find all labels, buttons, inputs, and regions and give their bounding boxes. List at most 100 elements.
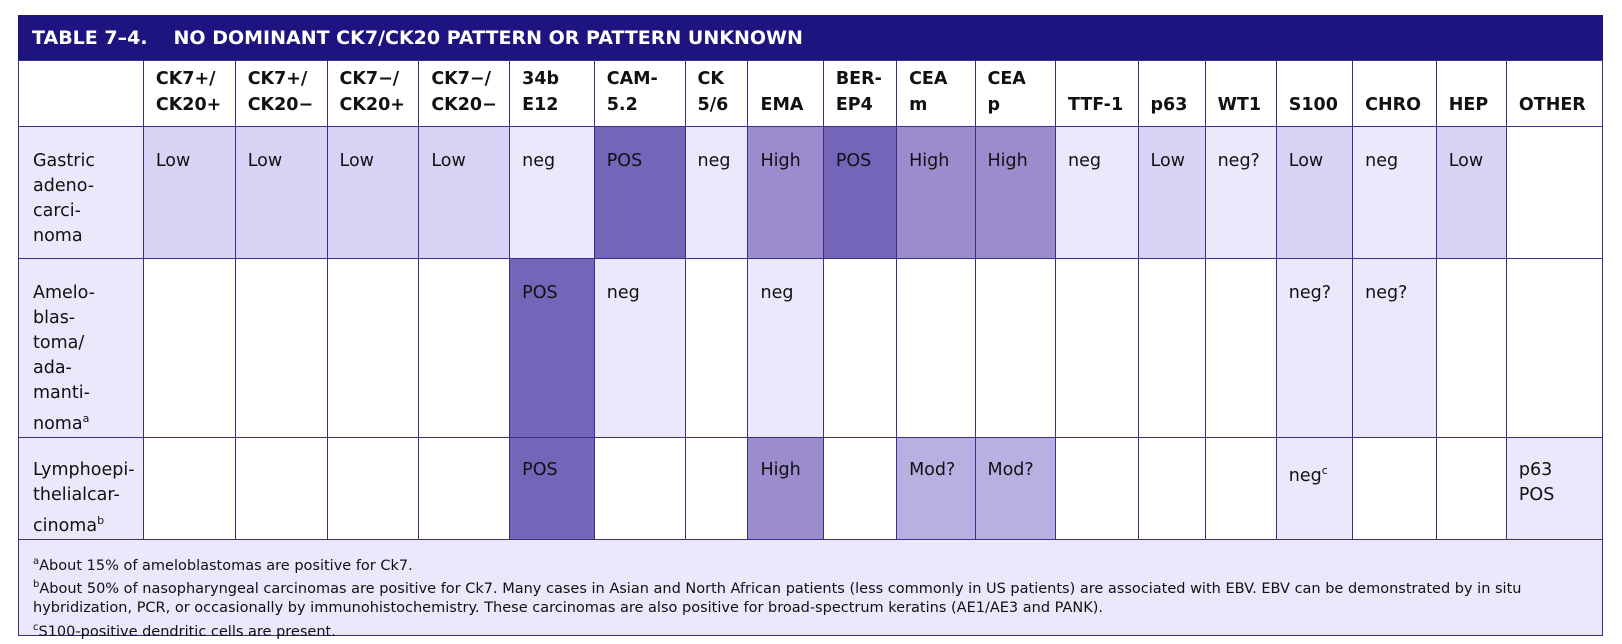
table-cell: neg? xyxy=(1275,258,1354,438)
table-cell: POS xyxy=(509,258,595,438)
table-cell: neg xyxy=(509,126,595,259)
table-cell xyxy=(418,436,511,540)
table-cell: Mod? xyxy=(974,436,1056,540)
marker-table: CK7+/ CK20+ CK7+/ CK20− CK7−/ CK20+ CK7−/ C… xyxy=(18,60,1604,540)
table-cell xyxy=(1505,258,1604,438)
row-header: Gastric adeno- carci- noma xyxy=(18,126,144,259)
table-cell xyxy=(822,436,898,540)
table-cell: POS xyxy=(509,436,595,540)
column-header: p63 xyxy=(1137,60,1206,127)
table-cell: High xyxy=(896,126,976,259)
table-cell: Low xyxy=(1435,126,1507,259)
footnote-marker: a xyxy=(33,555,40,567)
column-header: CEA p xyxy=(974,60,1056,127)
table-cell xyxy=(1352,436,1437,540)
table-cell: Low xyxy=(326,126,420,259)
table-cell xyxy=(418,258,511,438)
column-header: BER- EP4 xyxy=(822,60,898,127)
column-header: WT1 xyxy=(1204,60,1277,127)
header-blank xyxy=(18,60,144,127)
table-cell xyxy=(896,258,976,438)
table-cell: Low xyxy=(234,126,328,259)
table-cell: neg xyxy=(747,258,824,438)
table-cell: High xyxy=(747,126,824,259)
footnote-marker: c xyxy=(33,622,39,634)
table-cell xyxy=(1137,436,1206,540)
column-header: OTHER xyxy=(1505,60,1604,127)
table-title: NO DOMINANT CK7/CK20 PATTERN OR PATTERN … xyxy=(173,26,803,49)
footnote-marker: a xyxy=(82,412,90,425)
table-cell: neg? xyxy=(1204,126,1277,259)
table-cell xyxy=(326,258,420,438)
table-cell: Low xyxy=(142,126,236,259)
table-cell: POS xyxy=(593,126,686,259)
footnotes: aAbout 15% of ameloblastomas are positiv… xyxy=(18,539,1603,640)
table-cell xyxy=(1204,258,1277,438)
table-cell: Low xyxy=(1275,126,1354,259)
table-cell xyxy=(684,258,749,438)
column-header: CAM- 5.2 xyxy=(593,60,686,127)
column-header: CK 5/6 xyxy=(684,60,749,127)
table-cell: negc xyxy=(1275,436,1354,540)
table-cell xyxy=(142,258,236,438)
table-cell: High xyxy=(974,126,1056,259)
column-header: HEP xyxy=(1435,60,1507,127)
footnote-text: S100-positive dendritic cells are presen… xyxy=(38,624,336,641)
table-cell: Low xyxy=(418,126,511,259)
table-cell xyxy=(142,436,236,540)
footnote-text: About 50% of nasopharyngeal carcinomas a… xyxy=(33,581,1522,617)
column-header: EMA xyxy=(747,60,824,127)
table-cell: High xyxy=(747,436,824,540)
table-number: TABLE 7–4. xyxy=(32,26,148,49)
table-cell: Mod? xyxy=(896,436,976,540)
table-cell: POS xyxy=(822,126,898,259)
column-header: CK7−/ CK20+ xyxy=(326,60,420,127)
row-header-label: Lymphoepi- thelialcar- cinoma xyxy=(33,459,135,536)
table-title-bar: TABLE 7–4. NO DOMINANT CK7/CK20 PATTERN … xyxy=(18,15,1603,60)
table-cell: neg xyxy=(1054,126,1139,259)
footnote-marker: c xyxy=(1321,463,1328,477)
column-header: S100 xyxy=(1275,60,1354,127)
table-cell xyxy=(593,436,686,540)
table-cell xyxy=(1054,258,1139,438)
footnote-text: About 15% of ameloblastomas are positive… xyxy=(39,557,413,574)
table-cell xyxy=(974,258,1056,438)
table-body: Gastric adeno- carci- noma Low Low Low Low ne… xyxy=(18,126,1604,540)
table-cell xyxy=(1435,258,1507,438)
table-cell xyxy=(326,436,420,540)
table-cell xyxy=(1505,126,1604,259)
row-header: Lymphoepi- thelialcar- cinomab xyxy=(18,436,144,540)
table-cell: neg xyxy=(684,126,749,259)
column-header: 34b E12 xyxy=(509,60,595,127)
table-cell xyxy=(234,436,328,540)
column-header: CK7−/ CK20− xyxy=(418,60,511,127)
footnote-marker: b xyxy=(97,513,105,527)
footnote-marker: b xyxy=(33,579,40,591)
row-header-label: Amelo- blas- toma/ ada- manti- noma xyxy=(33,283,95,434)
header-row: CK7+/ CK20+ CK7+/ CK20− CK7−/ CK20+ CK7−/ C… xyxy=(18,60,1604,127)
table-row: Gastric adeno- carci- noma Low Low Low Low ne… xyxy=(18,126,1604,259)
table-cell: p63 POS xyxy=(1505,436,1604,540)
table-cell: Low xyxy=(1137,126,1206,259)
row-header-label: Gastric adeno- carci- noma xyxy=(33,151,95,246)
column-header: CK7+/ CK20+ xyxy=(142,60,236,127)
table-row: Lymphoepi- thelialcar- cinomab POS High Mod… xyxy=(18,436,1604,540)
table-cell: neg? xyxy=(1352,258,1437,438)
table-cell xyxy=(1435,436,1507,540)
table-cell xyxy=(822,258,898,438)
table-cell xyxy=(234,258,328,438)
column-header: TTF-1 xyxy=(1054,60,1139,127)
column-header: CHRO xyxy=(1352,60,1437,127)
column-header: CK7+/ CK20− xyxy=(234,60,328,127)
table-cell xyxy=(1204,436,1277,540)
table-cell xyxy=(684,436,749,540)
footnote: aAbout 15% of ameloblastomas are positiv… xyxy=(33,552,1588,576)
row-header: Amelo- blas- toma/ ada- manti- nomaa xyxy=(18,258,144,438)
table-row: Amelo- blas- toma/ ada- manti- nomaa POS n… xyxy=(18,258,1604,438)
column-header: CEA m xyxy=(896,60,976,127)
table-cell: neg xyxy=(593,258,686,438)
table-cell xyxy=(1054,436,1139,540)
footnote: cS100-positive dendritic cells are prese… xyxy=(33,618,1588,642)
table-cell: neg xyxy=(1352,126,1437,259)
table-cell xyxy=(1137,258,1206,438)
